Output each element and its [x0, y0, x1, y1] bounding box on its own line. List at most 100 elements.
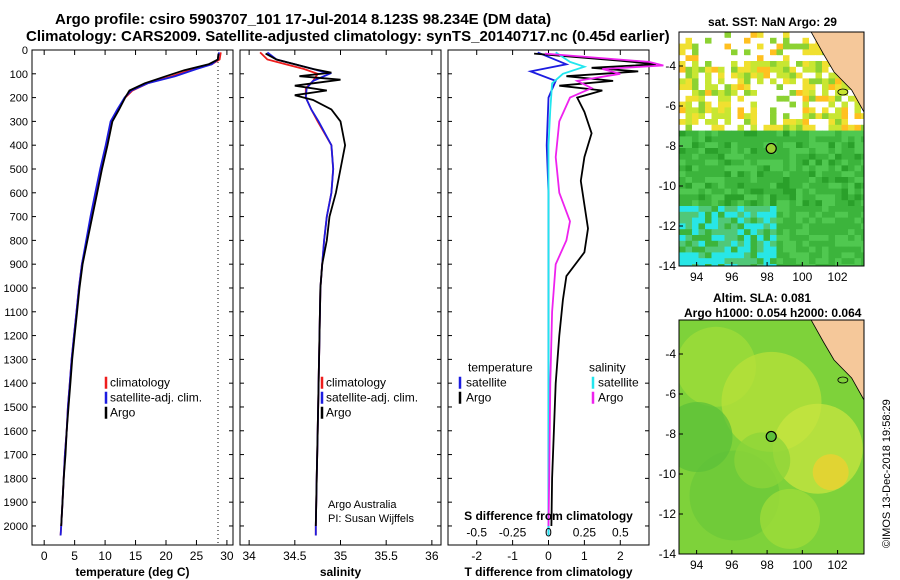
- x-tick-label: 34.5: [283, 549, 307, 563]
- map-cell: [783, 113, 790, 120]
- map-cell: [848, 90, 855, 97]
- map-cell: [841, 200, 849, 207]
- legend-title: salinity: [589, 361, 626, 375]
- map-cell: [822, 194, 829, 201]
- map-cell: [822, 148, 829, 155]
- map-cell: [724, 246, 732, 253]
- map-cell: [822, 188, 829, 195]
- map-cell: [744, 66, 751, 74]
- map-cell: [841, 264, 849, 266]
- map-cell: [757, 194, 764, 201]
- map-cell: [861, 136, 864, 143]
- map-cell: [841, 217, 849, 224]
- map-cell: [718, 240, 725, 248]
- map-cell: [822, 217, 829, 224]
- map-cell: [763, 113, 771, 120]
- map-cell: [809, 130, 816, 137]
- map-cell: [718, 200, 725, 207]
- map-cell: [854, 194, 862, 201]
- map-cell: [737, 165, 745, 172]
- map-cell: [854, 223, 862, 230]
- map-cell: [724, 188, 732, 195]
- legend-label: Argo: [598, 391, 624, 405]
- map-cell: [783, 148, 790, 155]
- map-cell: [809, 165, 816, 172]
- map-cell: [783, 66, 790, 74]
- map-cell: [718, 153, 725, 161]
- map-cell: [822, 55, 829, 62]
- map-cell: [685, 37, 693, 45]
- map-cell: [692, 188, 699, 195]
- map-cell: [679, 142, 686, 149]
- map-cell: [796, 171, 803, 178]
- map-cell: [809, 84, 816, 91]
- map-cell: [815, 148, 823, 155]
- map-cell: [770, 229, 777, 236]
- map-cell: [822, 153, 829, 161]
- map-cell: [737, 246, 745, 253]
- map-cell: [828, 165, 836, 172]
- map-cell: [698, 130, 706, 137]
- map-cell: [763, 78, 771, 85]
- map-cell: [750, 206, 758, 213]
- map-cell: [692, 252, 699, 259]
- map-cell: [796, 148, 803, 155]
- map-cell: [776, 43, 784, 50]
- map-cell: [815, 206, 823, 213]
- map-cell: [802, 211, 810, 219]
- map-cell: [679, 264, 686, 266]
- map-cell: [802, 37, 810, 45]
- map-cell: [724, 72, 732, 79]
- map-cell: [718, 61, 725, 68]
- map-cell: [854, 113, 862, 120]
- map-cell: [679, 194, 686, 201]
- map-cell: [835, 235, 842, 242]
- map-cell: [679, 171, 686, 178]
- map-cell: [698, 90, 706, 97]
- map-cell: [809, 223, 816, 230]
- map-cell: [705, 148, 712, 155]
- map-cell: [711, 142, 719, 149]
- map-cell: [757, 252, 764, 259]
- map-cell: [835, 159, 842, 166]
- map-cell: [796, 66, 803, 74]
- map-cell: [809, 37, 816, 45]
- map-cell: [744, 171, 751, 178]
- map-cell: [789, 200, 797, 207]
- map-cell: [705, 95, 712, 103]
- map-cell: [711, 101, 719, 108]
- map-cell: [685, 194, 693, 201]
- map-cell: [744, 235, 751, 242]
- map-cell: [828, 66, 836, 74]
- x-tick-label: -1: [507, 549, 518, 563]
- map-cell: [705, 43, 712, 50]
- map-cell: [770, 252, 777, 259]
- map-cell: [796, 177, 803, 184]
- map-cell: [679, 240, 686, 248]
- map-cell: [841, 258, 849, 265]
- map-cell: [835, 246, 842, 253]
- map-cell: [757, 246, 764, 253]
- map-cell: [802, 258, 810, 265]
- map-cell: [770, 223, 777, 230]
- y-tick-label: 300: [10, 116, 28, 128]
- map-cell: [802, 177, 810, 184]
- map-cell: [815, 90, 823, 97]
- map-cell: [731, 113, 738, 120]
- map-cell: [815, 84, 823, 91]
- map-cell: [770, 246, 777, 253]
- map-cell: [783, 171, 790, 178]
- map-cell: [711, 49, 719, 56]
- map-cell: [705, 101, 712, 108]
- legend-label: Argo: [466, 391, 492, 405]
- x-tick-label-top: 0.25: [573, 526, 597, 540]
- map-cell: [724, 200, 732, 207]
- map-cell: [776, 246, 784, 253]
- map-cell: [796, 43, 803, 50]
- map-cell: [776, 66, 784, 74]
- map-cell: [809, 153, 816, 161]
- map-cell: [698, 78, 706, 85]
- map-cell: [718, 182, 725, 190]
- map-cell: [750, 194, 758, 201]
- map-cell: [718, 246, 725, 253]
